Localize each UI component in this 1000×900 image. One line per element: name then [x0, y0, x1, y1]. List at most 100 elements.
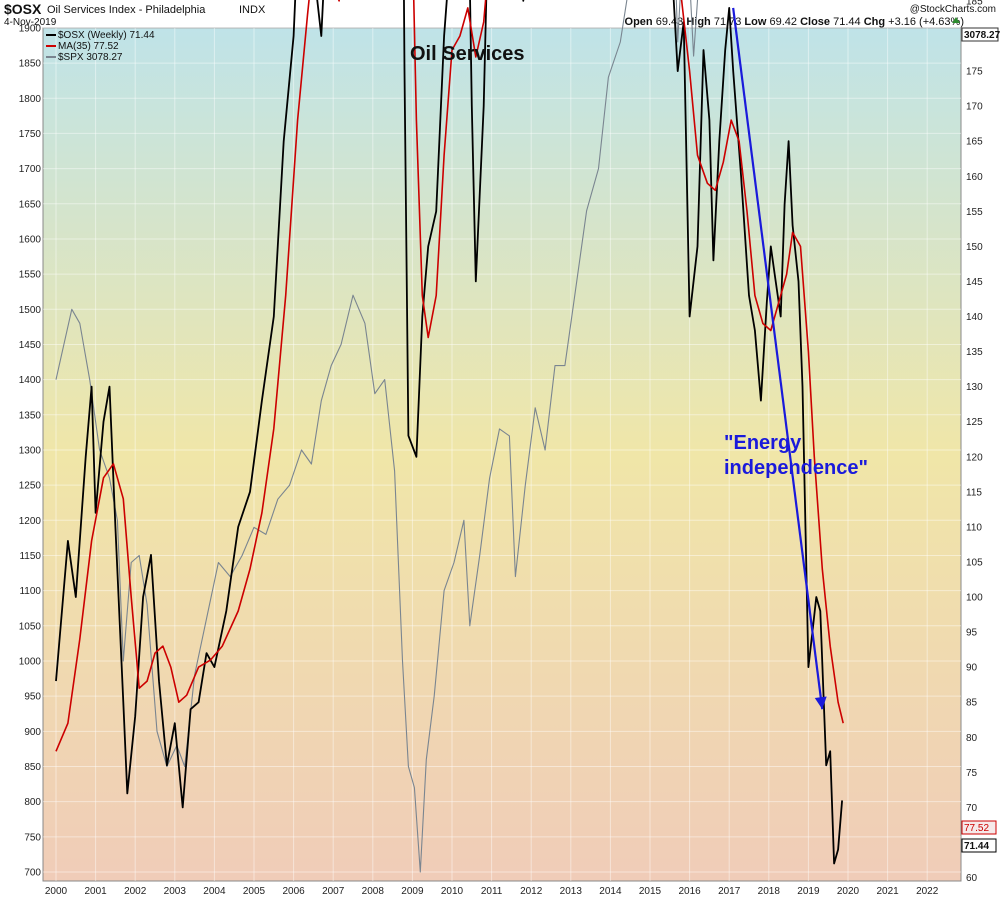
- symbol: $OSX: [4, 1, 42, 17]
- right-tick-label: 145: [966, 277, 983, 288]
- left-tick-label: 1000: [19, 656, 42, 667]
- x-tick-label: 2001: [84, 886, 107, 897]
- left-tick-label: 1250: [19, 481, 42, 492]
- left-tick-label: 1850: [19, 59, 42, 70]
- left-tick-label: 1450: [19, 340, 42, 351]
- tag-spx: 3078.27: [964, 30, 1000, 41]
- tag-ma-box: [961, 820, 997, 835]
- right-tick-label: 120: [966, 452, 983, 463]
- right-tick-label: 75: [966, 768, 978, 779]
- x-tick-label: 2021: [876, 886, 899, 897]
- left-tick-label: 700: [24, 868, 41, 879]
- x-tick-label: 2010: [441, 886, 464, 897]
- right-tick-label: 165: [966, 137, 983, 148]
- x-tick-label: 2002: [124, 886, 147, 897]
- legend: $OSX (Weekly) 71.44 MA(35) 77.52 $SPX 30…: [46, 30, 155, 63]
- right-tick-label: 85: [966, 698, 978, 709]
- up-arrow-icon: [952, 17, 960, 23]
- legend-osx: $OSX (Weekly) 71.44: [58, 30, 155, 41]
- left-tick-label: 950: [24, 692, 41, 703]
- right-tick-label: 105: [966, 557, 983, 568]
- right-tick-label: 185: [966, 0, 983, 7]
- left-tick-label: 1700: [19, 164, 42, 175]
- left-tick-label: 750: [24, 832, 41, 843]
- last-value-tags: 3078.27 77.52 71.44: [961, 27, 1000, 853]
- trend-arrow-line: [732, 7, 824, 710]
- x-tick-label: 2000: [45, 886, 68, 897]
- left-tick-label: 1400: [19, 375, 42, 386]
- x-tick-label: 2008: [362, 886, 385, 897]
- x-tick-label: 2005: [243, 886, 266, 897]
- right-tick-label: 155: [966, 207, 983, 218]
- right-tick-label: 90: [966, 663, 978, 674]
- x-tick-label: 2007: [322, 886, 345, 897]
- x-tick-label: 2019: [797, 886, 820, 897]
- left-tick-label: 1200: [19, 516, 42, 527]
- right-tick-label: 140: [966, 312, 983, 323]
- left-tick-label: 1150: [19, 551, 41, 562]
- ma-line: [55, 0, 844, 752]
- left-axis: 700 750 800 850 900 950 1000 1050 1100 1150 1200 12…: [19, 23, 42, 879]
- x-tick-label: 2006: [282, 886, 305, 897]
- right-tick-label: 130: [966, 382, 983, 393]
- grid-lines: [43, 27, 961, 881]
- tag-ma: 77.52: [964, 823, 989, 834]
- tag-osx: 71.44: [964, 841, 989, 852]
- x-tick-label: 2018: [758, 886, 781, 897]
- right-tick-label: 170: [966, 102, 983, 113]
- legend-ma: MA(35) 77.52: [58, 41, 119, 52]
- plot-area: [42, 27, 962, 882]
- left-tick-label: 1100: [19, 586, 41, 597]
- x-tick-label: 2012: [520, 886, 543, 897]
- watermark: @StockCharts.com: [910, 4, 996, 15]
- right-tick-label: 95: [966, 628, 978, 639]
- left-tick-label: 850: [24, 762, 41, 773]
- left-tick-label: 1300: [19, 445, 42, 456]
- left-tick-label: 1050: [19, 621, 42, 632]
- right-tick-label: 175: [966, 67, 983, 78]
- annotation-line1: "Energy: [724, 432, 802, 454]
- right-tick-label: 150: [966, 242, 983, 253]
- left-tick-label: 1750: [19, 129, 42, 140]
- x-tick-label: 2003: [164, 886, 187, 897]
- x-tick-label: 2022: [916, 886, 939, 897]
- right-tick-label: 115: [966, 487, 982, 498]
- left-tick-label: 900: [24, 727, 41, 738]
- right-tick-label: 135: [966, 347, 983, 358]
- index-name: Oil Services Index - Philadelphia: [47, 4, 206, 16]
- exchange: INDX: [239, 4, 266, 16]
- series-layer: [55, 0, 844, 873]
- right-tick-label: 70: [966, 803, 978, 814]
- x-tick-label: 2020: [837, 886, 860, 897]
- trend-arrowhead: [814, 696, 827, 710]
- right-tick-label: 110: [966, 522, 982, 533]
- x-tick-label: 2013: [560, 886, 583, 897]
- x-tick-label: 2014: [599, 886, 622, 897]
- left-tick-label: 1350: [19, 410, 42, 421]
- left-tick-label: 1600: [19, 234, 42, 245]
- right-tick-label: 125: [966, 417, 983, 428]
- right-tick-label: 160: [966, 172, 983, 183]
- left-tick-label: 1500: [19, 305, 42, 316]
- left-tick-label: 1650: [19, 199, 42, 210]
- x-tick-label: 2004: [203, 886, 226, 897]
- right-axis: 6065707580859095100105110115120125130135…: [966, 0, 983, 884]
- tag-spx-box: [961, 27, 999, 42]
- x-tick-label: 2016: [678, 886, 701, 897]
- x-tick-label: 2015: [639, 886, 662, 897]
- left-tick-label: 1800: [19, 94, 42, 105]
- left-tick-label: 1900: [19, 23, 42, 34]
- x-tick-label: 2009: [401, 886, 424, 897]
- left-tick-label: 1550: [19, 270, 42, 281]
- right-tick-label: 60: [966, 873, 978, 884]
- legend-spx: $SPX 3078.27: [58, 52, 123, 63]
- chart-date: 4-Nov-2019: [4, 17, 57, 28]
- tag-osx-box: [961, 838, 997, 853]
- annotation-line2: independence": [724, 457, 868, 479]
- right-tick-label: 80: [966, 733, 978, 744]
- right-tick-label: 100: [966, 593, 983, 604]
- x-axis: 2000 2001 2002 2003 2004 2005 2006 2007 2008 2009…: [45, 886, 939, 897]
- left-tick-label: 800: [24, 797, 41, 808]
- x-tick-label: 2011: [481, 886, 503, 897]
